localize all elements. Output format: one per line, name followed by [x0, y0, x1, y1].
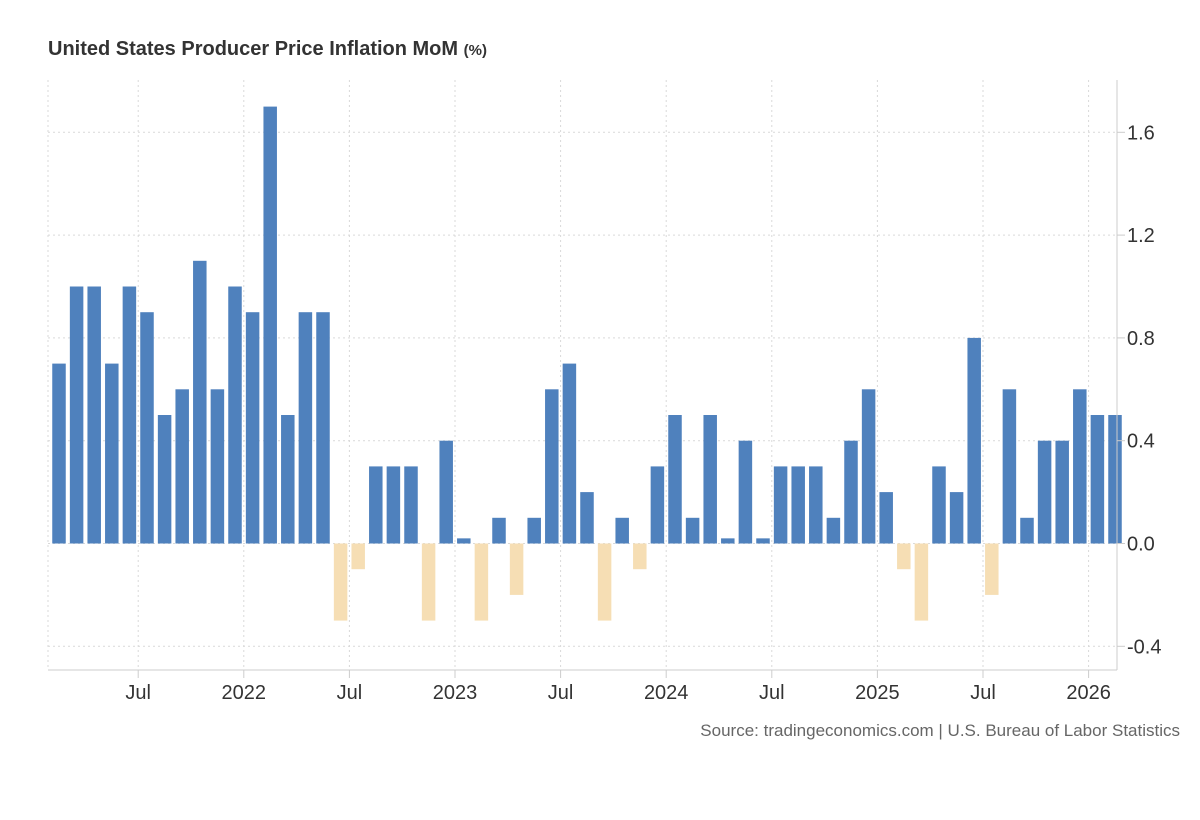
bar[interactable]: [668, 415, 682, 544]
x-tick-label: 2025: [855, 682, 900, 704]
grid-layer: [47, 80, 1117, 670]
bar[interactable]: [69, 286, 84, 544]
x-tick-label: 2024: [644, 682, 689, 704]
bar[interactable]: [562, 363, 577, 544]
bar[interactable]: [52, 363, 66, 544]
bar[interactable]: [157, 415, 172, 544]
bar[interactable]: [545, 389, 559, 544]
bar[interactable]: [457, 538, 471, 544]
bar[interactable]: [580, 492, 594, 544]
x-tick-label: Jul: [759, 682, 785, 704]
bar[interactable]: [1090, 415, 1105, 544]
bar[interactable]: [1073, 389, 1087, 544]
bar[interactable]: [316, 312, 330, 544]
y-tick-label: 1.2: [1127, 225, 1155, 247]
bar[interactable]: [791, 466, 805, 544]
bar[interactable]: [615, 517, 629, 544]
bar[interactable]: [228, 286, 242, 544]
y-tick-label: 1.6: [1127, 122, 1155, 144]
x-tick-label: 2023: [433, 682, 478, 704]
bar[interactable]: [597, 543, 612, 621]
bar[interactable]: [245, 312, 260, 544]
x-tick-label: Jul: [548, 682, 574, 704]
bar[interactable]: [914, 543, 929, 621]
bar[interactable]: [298, 312, 313, 544]
bar[interactable]: [87, 286, 101, 544]
chart-title-text: United States Producer Price Inflation M…: [48, 38, 459, 60]
bar[interactable]: [650, 466, 665, 544]
bar[interactable]: [386, 466, 401, 544]
x-tick-label: 2022: [222, 682, 267, 704]
axis-layer: [48, 80, 1125, 678]
bar[interactable]: [861, 389, 876, 544]
bar[interactable]: [281, 415, 295, 544]
bar[interactable]: [122, 286, 137, 544]
bar[interactable]: [439, 440, 453, 544]
bar[interactable]: [351, 543, 365, 570]
bar[interactable]: [721, 538, 735, 544]
bar[interactable]: [844, 440, 858, 544]
bar[interactable]: [404, 466, 418, 544]
bar[interactable]: [1055, 440, 1069, 544]
bar[interactable]: [949, 492, 964, 544]
bar[interactable]: [703, 415, 717, 544]
bar[interactable]: [263, 106, 277, 544]
bar[interactable]: [474, 543, 489, 621]
y-tick-label: 0.0: [1127, 534, 1155, 556]
bar[interactable]: [527, 517, 541, 544]
x-tick-label: Jul: [970, 682, 996, 704]
x-tick-label: Jul: [125, 682, 151, 704]
bar[interactable]: [492, 517, 506, 544]
chart-title-unit: (%): [463, 42, 487, 59]
y-tick-label: -0.4: [1127, 636, 1161, 658]
bar[interactable]: [1037, 440, 1052, 544]
bar[interactable]: [140, 312, 154, 544]
y-tick-label: 0.8: [1127, 328, 1155, 350]
bar[interactable]: [809, 466, 823, 544]
bar[interactable]: [193, 260, 207, 544]
bar[interactable]: [210, 389, 225, 544]
bar[interactable]: [421, 543, 436, 621]
bar[interactable]: [633, 543, 647, 570]
labels-layer: 1.6 1.2 0.8 0.4 0.0 -0.4 Jul 2022 Jul 2023 Jul 2024…: [125, 122, 1161, 704]
bar[interactable]: [509, 543, 524, 595]
bar[interactable]: [773, 466, 788, 544]
chart-title: United States Producer Price Inflation M…: [48, 38, 487, 61]
chart-source: Source: tradingeconomics.com | U.S. Bure…: [700, 721, 1180, 740]
bar[interactable]: [105, 363, 119, 544]
bar[interactable]: [879, 492, 893, 544]
bar[interactable]: [333, 543, 348, 621]
x-tick-label: Jul: [337, 682, 363, 704]
bar[interactable]: [756, 538, 770, 544]
x-tick-label: 2026: [1066, 682, 1111, 704]
y-tick-label: 0.4: [1127, 431, 1155, 453]
bar[interactable]: [1020, 517, 1034, 544]
bar[interactable]: [1108, 415, 1122, 544]
bar[interactable]: [1002, 389, 1017, 544]
bar[interactable]: [738, 440, 753, 544]
bar[interactable]: [826, 517, 841, 544]
bar[interactable]: [967, 337, 981, 544]
bar[interactable]: [369, 466, 383, 544]
bar[interactable]: [685, 517, 700, 544]
bar[interactable]: [897, 543, 911, 570]
bar[interactable]: [985, 543, 999, 595]
bar[interactable]: [175, 389, 189, 544]
bar[interactable]: [932, 466, 946, 544]
bars-layer: [52, 106, 1122, 621]
